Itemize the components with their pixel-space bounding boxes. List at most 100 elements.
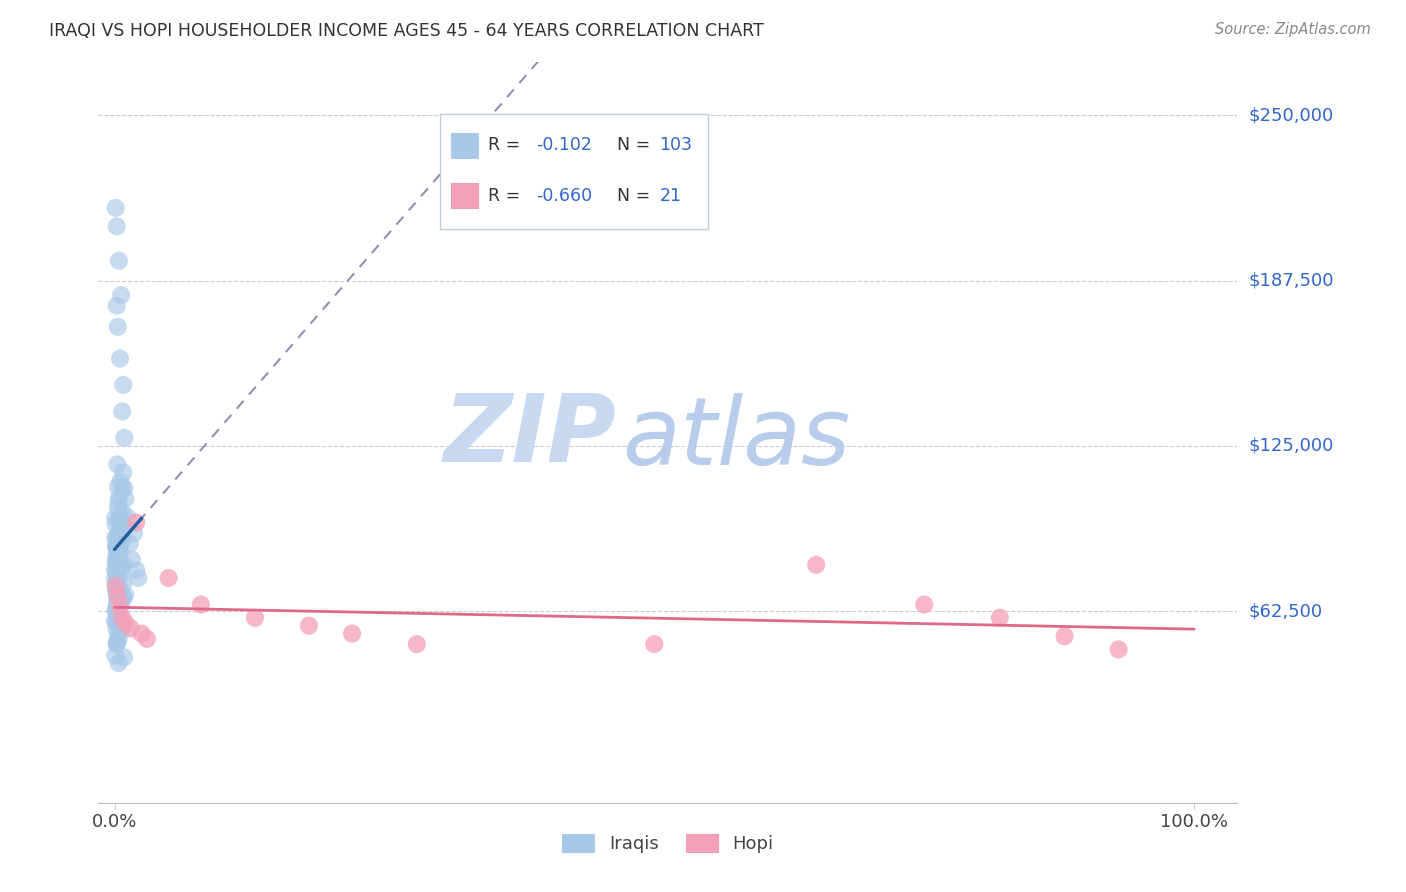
- Point: [108, 491, 131, 505]
- Point: [105, 540, 128, 554]
- Point: [112, 591, 135, 605]
- Point: [105, 549, 128, 564]
- Point: [108, 543, 131, 558]
- Point: [988, 611, 1011, 625]
- Point: [405, 637, 427, 651]
- Point: [114, 588, 136, 602]
- Point: [136, 632, 159, 646]
- Point: [107, 626, 129, 640]
- Point: [110, 536, 132, 550]
- Point: [105, 601, 128, 615]
- Point: [110, 596, 132, 610]
- Point: [105, 585, 128, 599]
- Point: [107, 590, 129, 604]
- Point: [104, 614, 127, 628]
- Point: [111, 516, 134, 531]
- Point: [105, 607, 128, 622]
- Point: [110, 288, 132, 302]
- Point: [122, 526, 145, 541]
- Point: [105, 583, 128, 598]
- Point: [108, 546, 131, 560]
- Point: [107, 585, 129, 599]
- Text: $187,500: $187,500: [1249, 271, 1334, 290]
- Point: [1053, 629, 1076, 643]
- Point: [298, 618, 321, 632]
- Point: [190, 598, 212, 612]
- Point: [107, 480, 129, 494]
- Point: [112, 465, 135, 479]
- Point: [105, 564, 128, 578]
- Point: [105, 549, 128, 563]
- Point: [107, 537, 129, 551]
- Point: [108, 600, 131, 615]
- Point: [112, 481, 135, 495]
- Point: [108, 580, 131, 594]
- Point: [112, 576, 135, 591]
- Text: IRAQI VS HOPI HOUSEHOLDER INCOME AGES 45 - 64 YEARS CORRELATION CHART: IRAQI VS HOPI HOUSEHOLDER INCOME AGES 45…: [49, 22, 763, 40]
- Point: [108, 594, 131, 608]
- Point: [111, 611, 134, 625]
- Point: [121, 552, 143, 566]
- Point: [107, 656, 129, 670]
- Point: [107, 513, 129, 527]
- Point: [105, 530, 128, 544]
- Point: [157, 571, 180, 585]
- Point: [105, 541, 128, 555]
- Point: [105, 566, 128, 581]
- Point: [806, 558, 828, 572]
- Point: [104, 511, 127, 525]
- Point: [243, 611, 266, 625]
- Point: [108, 595, 131, 609]
- Text: $125,000: $125,000: [1249, 437, 1334, 455]
- Point: [104, 531, 127, 545]
- Point: [912, 598, 935, 612]
- Point: [108, 588, 131, 602]
- Point: [105, 622, 128, 636]
- Point: [107, 501, 129, 516]
- Point: [107, 531, 129, 545]
- Point: [104, 566, 127, 580]
- Point: [643, 637, 665, 651]
- Text: $62,500: $62,500: [1249, 602, 1323, 620]
- Point: [104, 603, 127, 617]
- Point: [108, 253, 131, 268]
- Point: [110, 566, 132, 581]
- Legend: Iraqis, Hopi: Iraqis, Hopi: [555, 827, 780, 861]
- Point: [105, 604, 128, 618]
- Point: [127, 571, 149, 585]
- Point: [104, 648, 127, 663]
- Point: [111, 533, 134, 547]
- Point: [114, 615, 136, 630]
- Point: [117, 510, 139, 524]
- Point: [105, 577, 128, 591]
- Point: [105, 588, 128, 602]
- Point: [107, 553, 129, 567]
- Point: [107, 545, 129, 559]
- Point: [107, 544, 129, 558]
- Point: [105, 634, 128, 648]
- Point: [107, 527, 129, 541]
- Point: [111, 482, 134, 496]
- Point: [105, 615, 128, 629]
- Point: [118, 536, 141, 550]
- Point: [107, 602, 129, 616]
- Point: [105, 219, 128, 234]
- Point: [111, 404, 134, 418]
- Point: [125, 516, 148, 530]
- Point: [112, 557, 135, 571]
- Point: [108, 535, 131, 549]
- Point: [104, 572, 127, 586]
- Point: [112, 431, 135, 445]
- Point: [107, 319, 129, 334]
- Point: [108, 351, 131, 366]
- Point: [104, 517, 127, 532]
- Point: [120, 621, 142, 635]
- Point: [105, 458, 128, 472]
- Point: [105, 556, 128, 570]
- Point: [110, 475, 132, 489]
- Point: [108, 522, 131, 536]
- Point: [105, 540, 128, 554]
- Point: [105, 540, 128, 554]
- Point: [105, 299, 128, 313]
- Point: [1108, 642, 1130, 657]
